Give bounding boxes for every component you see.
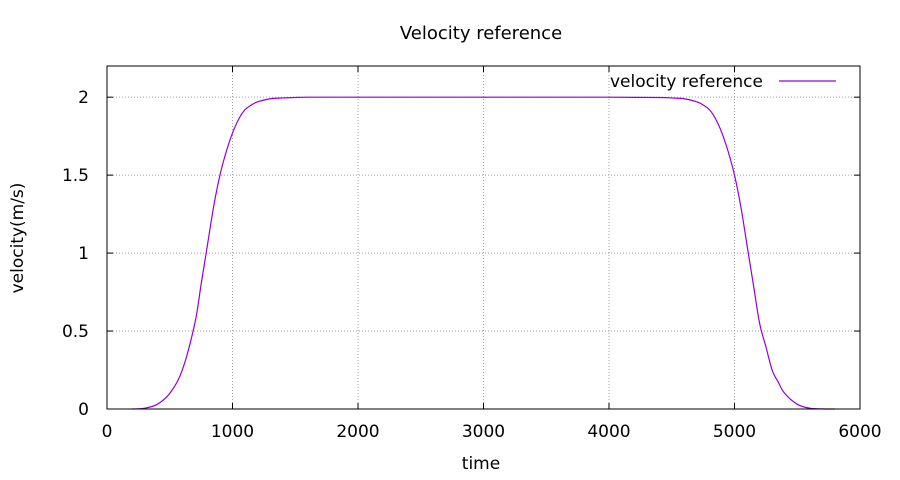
x-tick-label: 3000 — [462, 422, 505, 442]
x-tick-label: 4000 — [587, 422, 630, 442]
legend-label: velocity reference — [610, 72, 763, 92]
chart-title: Velocity reference — [400, 23, 562, 44]
x-tick-label: 2000 — [336, 422, 379, 442]
series-line — [132, 96, 835, 410]
x-tick-label: 0 — [102, 422, 113, 442]
x-tick-label: 6000 — [838, 422, 881, 442]
x-axis-label: time — [462, 454, 500, 474]
y-axis-label: velocity(m/s) — [8, 183, 28, 294]
tick-labels: 0 1000 2000 3000 4000 5000 6000 0 0.5 1 1.5 2 — [62, 88, 882, 442]
grid — [107, 66, 860, 409]
plot-frame — [106, 65, 861, 410]
series-group — [132, 96, 835, 410]
y-tick-label: 0 — [78, 400, 89, 420]
y-tick-label: 1.5 — [62, 166, 89, 186]
x-tick-label: 5000 — [713, 422, 756, 442]
y-tick-label: 2 — [78, 88, 89, 108]
y-tick-label: 1 — [78, 244, 89, 264]
x-tick-label: 1000 — [211, 422, 254, 442]
y-tick-label: 0.5 — [62, 322, 89, 342]
legend: velocity reference — [610, 72, 836, 92]
